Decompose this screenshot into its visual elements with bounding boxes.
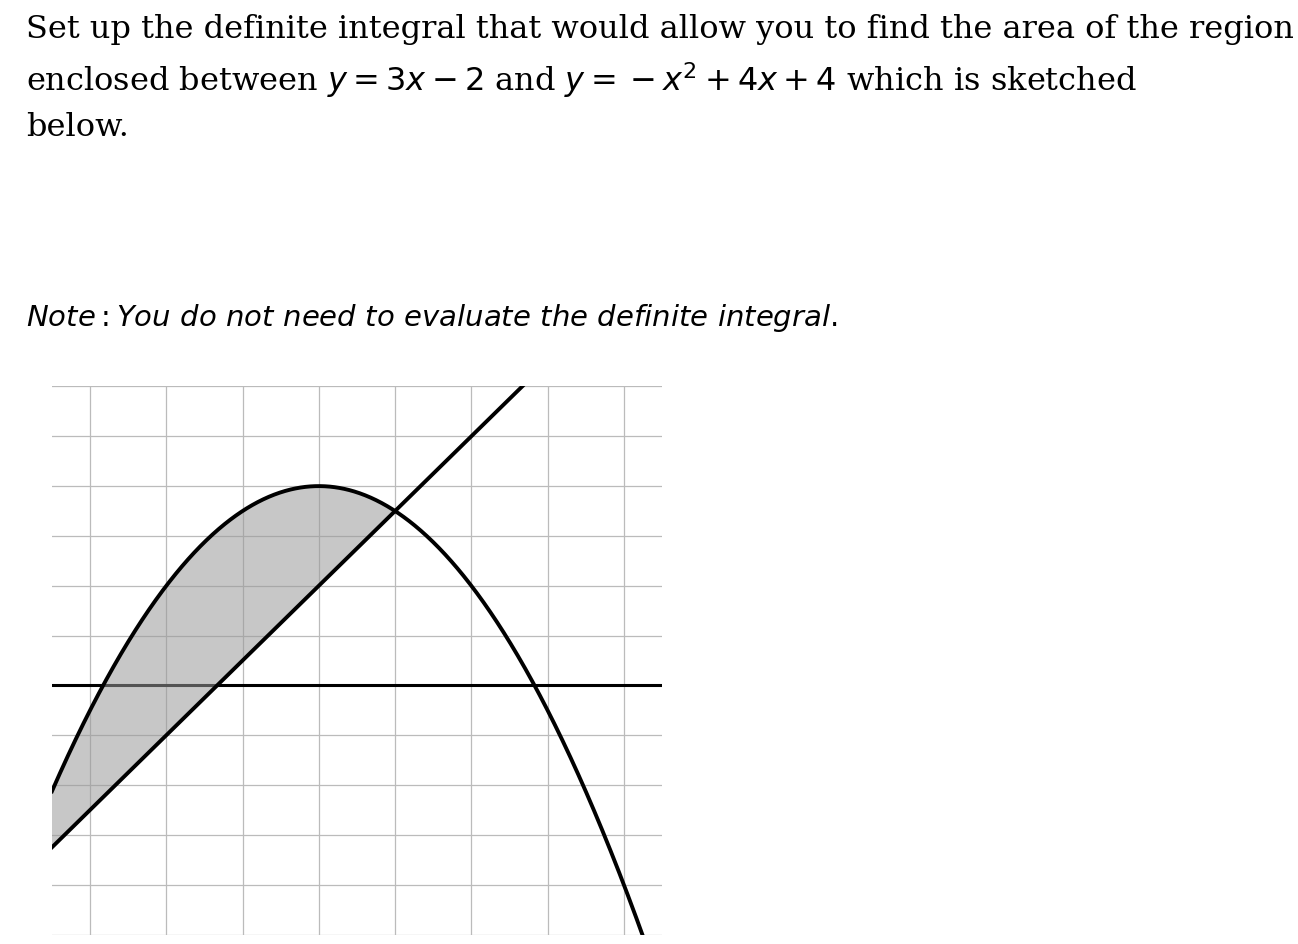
Text: $\it{Note: You\ do\ not\ need\ to\ evaluate\ the\ definite\ integral.}$: $\it{Note: You\ do\ not\ need\ to\ evalu… (26, 302, 837, 334)
Text: Set up the definite integral that would allow you to find the area of the region: Set up the definite integral that would … (26, 14, 1294, 143)
